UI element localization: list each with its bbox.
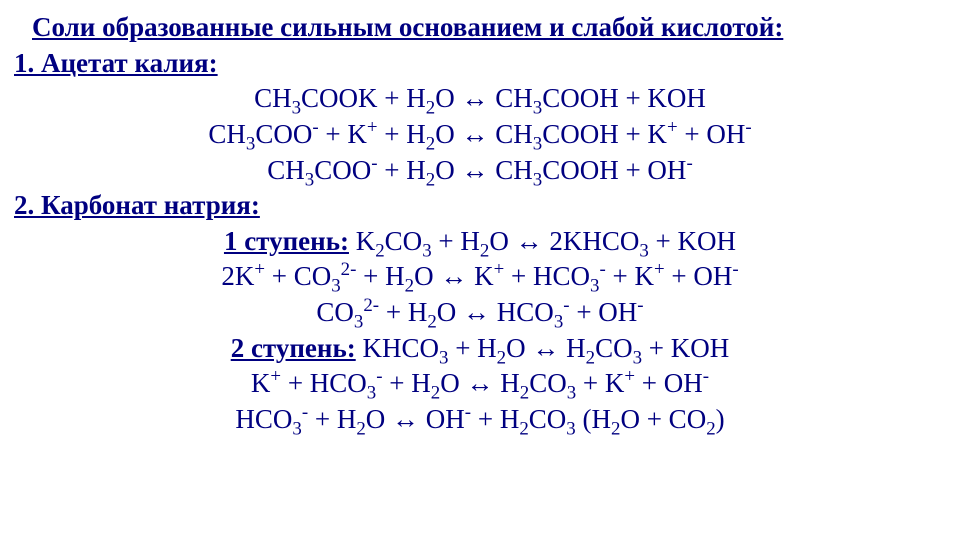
salt1-eq2: CH3COO- + K+ + H2O ↔ CH3COOH + K+ + OH- xyxy=(14,117,946,153)
salt2-step2-eq2: K+ + HCO3- + H2O ↔ H2CO3 + K+ + OH- xyxy=(14,366,946,402)
salt2-step1-eq3: CO32- + H2O ↔ HCO3- + OH- xyxy=(14,295,946,331)
step1-label: 1 ступень: xyxy=(224,226,349,256)
main-title: Соли образованные сильным основанием и с… xyxy=(32,10,946,46)
salt2-step2-eq3: HCO3- + H2O ↔ OH- + H2CO3 (H2O + CO2) xyxy=(14,402,946,438)
salt2-step2-eq1: 2 ступень: KHCO3 + H2O ↔ H2CO3 + KOH xyxy=(14,331,946,367)
step2-label: 2 ступень: xyxy=(231,333,356,363)
salt1-eq1: CH3COOK + H2O ↔ CH3COOH + KOH xyxy=(14,81,946,117)
salt2-heading: 2. Карбонат натрия: xyxy=(14,188,946,224)
salt2-step1-eq2: 2K+ + CO32- + H2O ↔ K+ + HCO3- + K+ + OH… xyxy=(14,259,946,295)
salt2-step1-eq1: 1 ступень: K2CO3 + H2O ↔ 2KHCO3 + KOH xyxy=(14,224,946,260)
slide-content: Соли образованные сильным основанием и с… xyxy=(0,0,960,448)
salt1-eq3: CH3COO- + H2O ↔ CH3COOH + OH- xyxy=(14,153,946,189)
salt1-heading: 1. Ацетат калия: xyxy=(14,46,946,82)
